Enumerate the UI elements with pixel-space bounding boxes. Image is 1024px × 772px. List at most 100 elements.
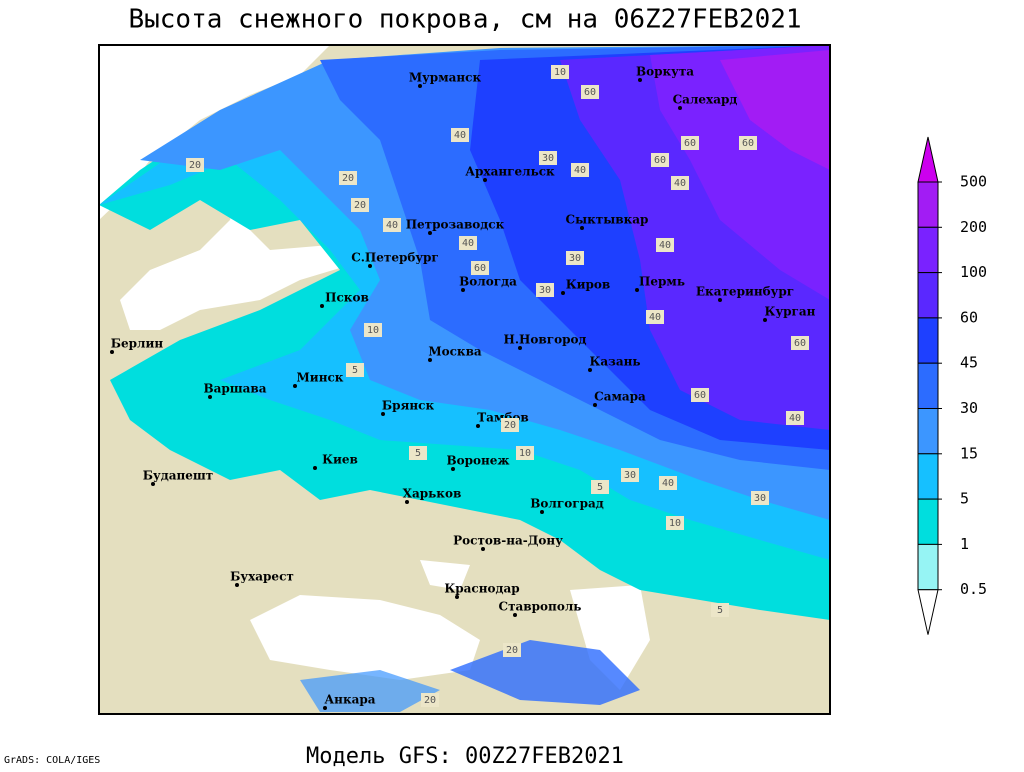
contour-label-box [791,336,809,350]
map-title: Высота снежного покрова, см на 06Z27FEB2… [128,5,801,35]
contour-label: 40 [659,240,671,251]
city-dot [405,500,409,504]
city-name: Мурманск [409,71,482,85]
city-dot [110,350,114,354]
contour-label-box [656,238,674,252]
city-name: Пермь [639,275,685,289]
city-name: Петрозаводск [406,218,505,232]
city-dot [718,298,722,302]
city-name: Москва [428,345,482,359]
contour-label: 30 [569,253,581,264]
contour-label: 60 [742,138,754,149]
city-name: Вологда [459,275,517,289]
city-name: Сыктывкар [566,213,649,227]
city-dot [476,424,480,428]
contour-label: 40 [674,178,686,189]
colorbar: 500 200 100 60 45 30 15 5 1 0.5 [917,136,987,635]
city-dot [418,84,422,88]
city-dot [451,467,455,471]
city-dot [293,384,297,388]
city-dot [323,706,327,710]
contour-label: 60 [474,263,486,274]
city-dot [461,288,465,292]
colorbar-label: 100 [960,263,987,281]
city-name: Варшава [203,382,266,396]
contour-label-box [516,446,534,460]
city-dot [678,106,682,110]
city-name: Ростов-на-Дону [453,534,563,548]
contour-label: 20 [342,173,354,184]
city-name: Самара [594,390,646,404]
contour-label: 40 [462,238,474,249]
colorbar-box [917,498,939,545]
contour-label: 10 [669,518,681,529]
contour-label-box [501,418,519,432]
colorbar-label: 200 [960,218,987,236]
contour-labels: 10 40 60 30 20 40 60 60 60 40 20 20 40 40 30 40 60 30 10 40… [186,65,809,707]
city-dot [635,288,639,292]
contour-label-box [751,491,769,505]
contour-label: 40 [789,413,801,424]
contour-label: 30 [542,153,554,164]
city-dot [151,482,155,486]
city-dot [561,291,565,295]
city-dot [518,346,522,350]
colorbar-label: 45 [960,354,978,372]
city-dot [483,178,487,182]
city-dot [381,412,385,416]
city-dot [235,583,239,587]
contour-label-box [646,310,664,324]
contour-label-box [786,411,804,425]
city-dot [368,264,372,268]
city-name: Минск [297,371,344,385]
city-name: Киев [322,453,358,467]
city-dot [763,318,767,322]
city-labels: Мурманск Воркута Салехард Архангельск Сыктыв… [110,65,816,710]
city-name: Волгоград [530,497,603,511]
colorbar-box [917,543,939,591]
city-name: Харьков [403,487,462,501]
contour-label: 40 [662,478,674,489]
city-name: Бухарест [230,570,294,584]
contour-label-box [383,218,401,232]
contour-label: 40 [649,312,661,323]
contour-label-box [186,158,204,172]
colorbar-label: 15 [960,444,978,462]
colorbar-label: 500 [960,173,987,191]
city-name: Брянск [382,399,435,413]
city-dot [593,403,597,407]
city-dot [313,466,317,470]
colorbar-label: 60 [960,308,978,326]
contour-label-box [591,480,609,494]
contour-label-box [581,85,599,99]
contour-label-box [659,476,677,490]
colorbar-box [917,453,939,500]
contour-label: 60 [694,390,706,401]
city-name: С.Петербург [351,251,439,265]
city-dot [455,595,459,599]
contour-label-box [451,128,469,142]
contour-label: 60 [584,87,596,98]
colorbar-cap-top [917,136,939,183]
contour-label: 10 [519,448,531,459]
contour-label-box [551,65,569,79]
city-dot [540,510,544,514]
colorbar-box [917,226,939,274]
contour-label-box [739,136,757,150]
contour-label: 5 [415,448,421,459]
city-dot [513,613,517,617]
contour-label: 10 [554,67,566,78]
contour-label: 30 [624,470,636,481]
contour-label-box [339,171,357,185]
contour-label-box [566,251,584,265]
contour-label-box [421,693,439,707]
contour-label-box [651,153,669,167]
city-name: Берлин [111,337,164,351]
contour-label: 40 [386,220,398,231]
contour-label-box [536,283,554,297]
contour-label-box [409,446,427,460]
credit: GrADS: COLA/IGES [4,755,100,766]
contour-label-box [571,163,589,177]
colorbar-label: 30 [960,399,978,417]
contour-label-box [351,198,369,212]
